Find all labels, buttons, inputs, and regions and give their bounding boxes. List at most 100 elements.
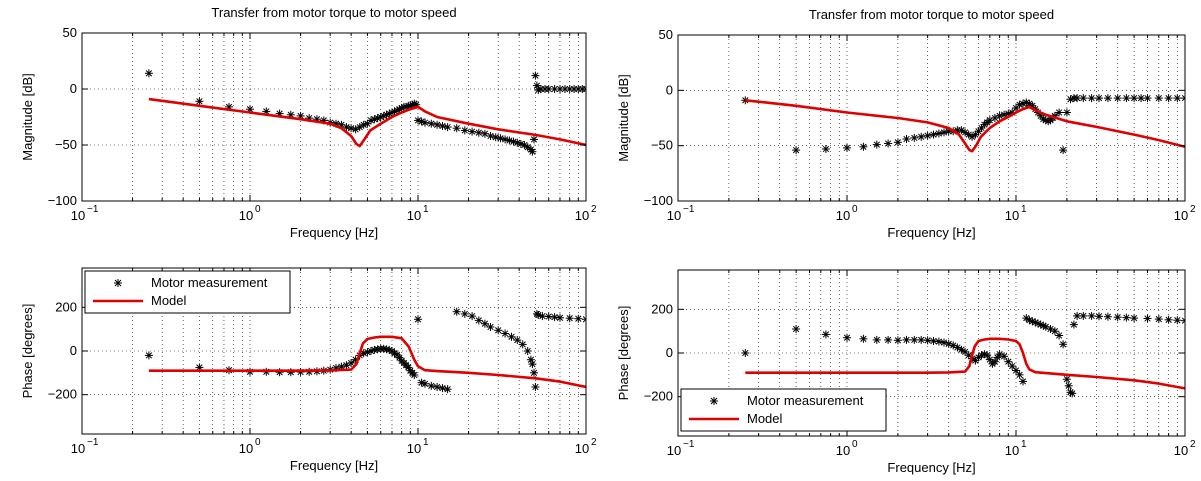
measurement-point — [1087, 311, 1096, 320]
measurement-point — [417, 117, 426, 126]
measurement-point — [486, 132, 495, 140]
measurement-point — [821, 330, 830, 339]
plot-area — [82, 33, 586, 201]
measurement-point — [443, 123, 452, 132]
measurement-point — [1122, 94, 1131, 103]
measurement-point — [501, 329, 510, 338]
measurement-point — [843, 333, 851, 342]
x-tick-label-exponent: 2 — [1190, 204, 1196, 215]
measurement-point — [923, 131, 932, 140]
measurement-point — [531, 71, 540, 80]
measurement-point — [940, 128, 948, 137]
measurement-point — [347, 359, 356, 367]
measurement-point — [929, 337, 938, 345]
x-tick-label: 10 — [407, 208, 421, 223]
measurement-point — [1064, 381, 1073, 390]
x-tick-label: 10 — [575, 208, 589, 223]
measurement-point — [144, 69, 153, 78]
measurement-point — [859, 142, 868, 151]
measurement-point — [1095, 312, 1103, 321]
x-tick-label-exponent: 1 — [423, 204, 429, 215]
measurement-point — [1154, 315, 1163, 324]
measurement-point — [995, 111, 1004, 120]
measurement-point — [550, 85, 559, 93]
x-tick-label-exponent: −1 — [683, 204, 695, 215]
measurement-point — [574, 314, 583, 323]
x-tick-label: 10 — [239, 208, 253, 223]
measurement-point — [528, 360, 537, 369]
measurement-point — [480, 129, 489, 138]
series-model-line — [745, 337, 1185, 390]
measurement-point — [902, 135, 911, 143]
measurement-point — [528, 147, 537, 156]
measurement-point — [544, 312, 553, 321]
x-tick-label-exponent: 1 — [1021, 204, 1027, 215]
measurement-point — [1103, 312, 1112, 321]
measurement-point — [792, 325, 801, 333]
measurement-point — [859, 334, 868, 343]
y-axis-label: Magnitude [dB] — [616, 74, 631, 161]
x-tick-label: 10 — [836, 208, 850, 223]
x-tick-label: 10 — [71, 208, 85, 223]
plot-frame — [81, 32, 587, 202]
measurement-point — [1079, 94, 1088, 103]
y-tick-label: 0 — [70, 81, 77, 96]
measurement-point — [452, 124, 461, 133]
measurement-point — [195, 97, 204, 106]
measurement-point — [990, 357, 999, 366]
measurement-point — [910, 335, 919, 344]
measurement-point — [910, 133, 919, 142]
series-measurement-markers — [144, 69, 586, 156]
measurement-point — [923, 336, 932, 345]
measurement-point — [1059, 146, 1068, 155]
measurement-point — [427, 119, 436, 128]
legend-marker-swatch — [710, 397, 718, 405]
measurement-point — [474, 128, 483, 137]
legend: Motor measurement Model — [680, 388, 887, 432]
y-tick-label: 50 — [63, 25, 77, 40]
measurement-point — [1069, 320, 1078, 329]
measurement-point — [934, 337, 943, 346]
measurement-point — [1055, 331, 1064, 340]
y-axis-label: Magnitude [dB] — [20, 73, 35, 160]
x-tick-label-exponent: 2 — [591, 204, 597, 215]
y-tick-label: 0 — [666, 345, 673, 360]
measurement-point — [538, 312, 547, 321]
x-axis-label: Frequency [Hz] — [887, 460, 975, 475]
axis-ticks — [677, 270, 1186, 436]
measurement-point — [1019, 377, 1027, 386]
measurement-point — [494, 326, 503, 335]
measurement-point — [1066, 95, 1075, 104]
x-tick-label: 10 — [1005, 443, 1019, 458]
measurement-point — [355, 123, 364, 132]
series-measurement-markers — [144, 307, 586, 394]
plot-area — [678, 35, 1185, 201]
measurement-point — [556, 313, 564, 322]
measurement-point — [1130, 314, 1139, 323]
measurement-point — [821, 145, 830, 153]
measurement-point — [1103, 94, 1112, 103]
grid — [678, 35, 1185, 201]
measurement-point — [1173, 316, 1182, 325]
axis-ticks — [81, 32, 587, 202]
y-tick-label: −50 — [651, 138, 673, 153]
x-tick-label: 10 — [667, 443, 681, 458]
x-tick-label: 10 — [1174, 443, 1188, 458]
measurement-point — [1062, 375, 1071, 384]
measurement-point — [342, 123, 351, 132]
measurement-point — [496, 134, 505, 143]
model-line — [745, 337, 1185, 390]
measurement-point — [550, 313, 559, 322]
measurement-point — [1173, 94, 1182, 103]
measurement-point — [1164, 94, 1173, 103]
measurement-point — [1087, 94, 1096, 103]
measurement-point — [518, 340, 527, 349]
measurement-point — [1015, 370, 1024, 379]
y-tick-label: −100 — [48, 193, 77, 208]
measurement-point — [917, 335, 926, 344]
measurement-point — [530, 135, 538, 144]
measurement-point — [507, 332, 516, 341]
